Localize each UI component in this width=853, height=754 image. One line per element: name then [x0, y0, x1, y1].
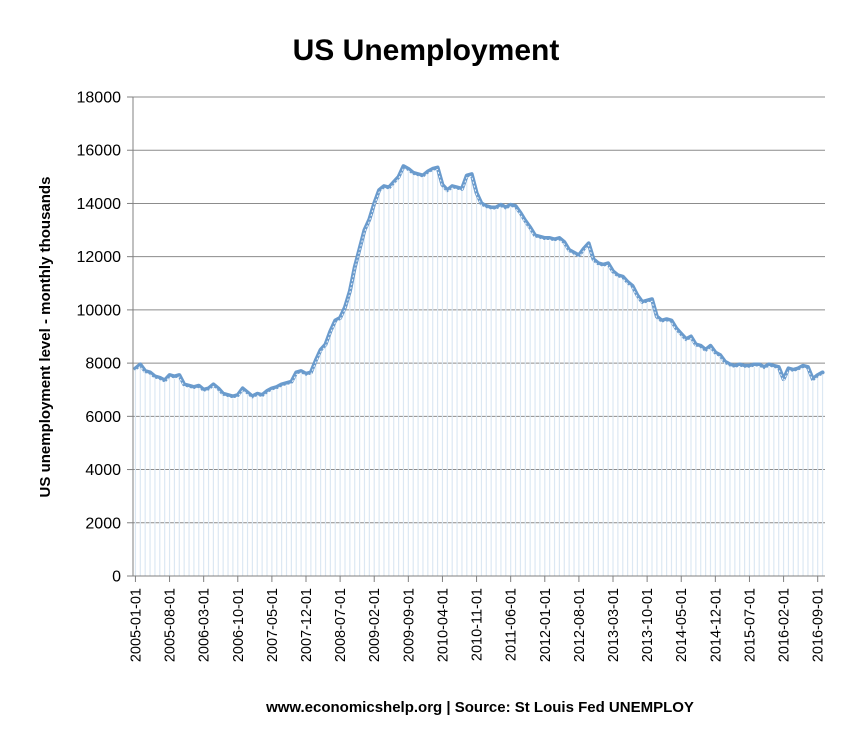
series-lines: [133, 164, 825, 399]
x-tick-label: 2005-08-01: [163, 588, 179, 662]
y-tick-label: 14000: [77, 196, 122, 213]
x-tick-label: 2010-04-01: [435, 588, 451, 662]
y-tick-labels: 0 2000 4000 6000 8000 10000 12000 14000 16000 180…: [77, 90, 122, 586]
x-tick-label: 2016-02-01: [777, 588, 793, 662]
y-tick-label: 4000: [85, 462, 121, 479]
y-axis-label: US unemployment level - monthly thousand…: [37, 177, 54, 498]
y-tick-label: 8000: [85, 356, 121, 373]
x-tick-label: 2011-06-01: [504, 588, 520, 661]
x-tick-label: 2007-12-01: [299, 588, 315, 662]
x-tick-label: 2005-01-01: [128, 588, 144, 662]
x-tick-label: 2009-09-01: [401, 588, 417, 662]
x-tick-label: 2012-01-01: [538, 588, 554, 662]
x-tick-label: 2013-10-01: [640, 588, 656, 662]
area-fill: [134, 168, 824, 576]
y-tick-label: 18000: [77, 90, 122, 107]
x-axis-label: www.economicshelp.org | Source: St Louis…: [265, 699, 694, 716]
x-tick-label: 2014-12-01: [708, 588, 724, 662]
x-tick-label: 2015-07-01: [742, 588, 758, 662]
x-tick-label: 2006-10-01: [231, 588, 247, 662]
x-tick-label: 2008-07-01: [333, 588, 349, 662]
axes: [127, 96, 825, 582]
y-tick-label: 10000: [77, 302, 122, 319]
x-tick-label: 2006-03-01: [197, 588, 213, 662]
x-tick-label: 2013-03-01: [606, 588, 622, 662]
y-tick-label: 12000: [77, 249, 122, 266]
y-tick-label: 2000: [85, 515, 121, 532]
grid: [133, 96, 825, 524]
y-tick-label: 6000: [85, 409, 121, 426]
y-tick-label: 0: [112, 569, 121, 586]
x-tick-label: 2016-09-01: [811, 588, 827, 662]
x-tick-label: 2007-05-01: [265, 588, 281, 662]
series-line: [133, 164, 825, 399]
y-tick-label: 16000: [77, 143, 122, 160]
series-line-highlight: [135, 167, 823, 399]
x-tick-label: 2009-02-01: [367, 588, 383, 662]
x-tick-labels: 2005-01-01 2005-08-01 2006-03-01 2006-10-01…: [128, 588, 826, 662]
x-tick-label: 2012-08-01: [572, 588, 588, 662]
x-tick-label: 2010-11-01: [470, 588, 486, 661]
x-tick-label: 2014-05-01: [674, 588, 690, 662]
chart-title: US Unemployment: [293, 34, 560, 67]
